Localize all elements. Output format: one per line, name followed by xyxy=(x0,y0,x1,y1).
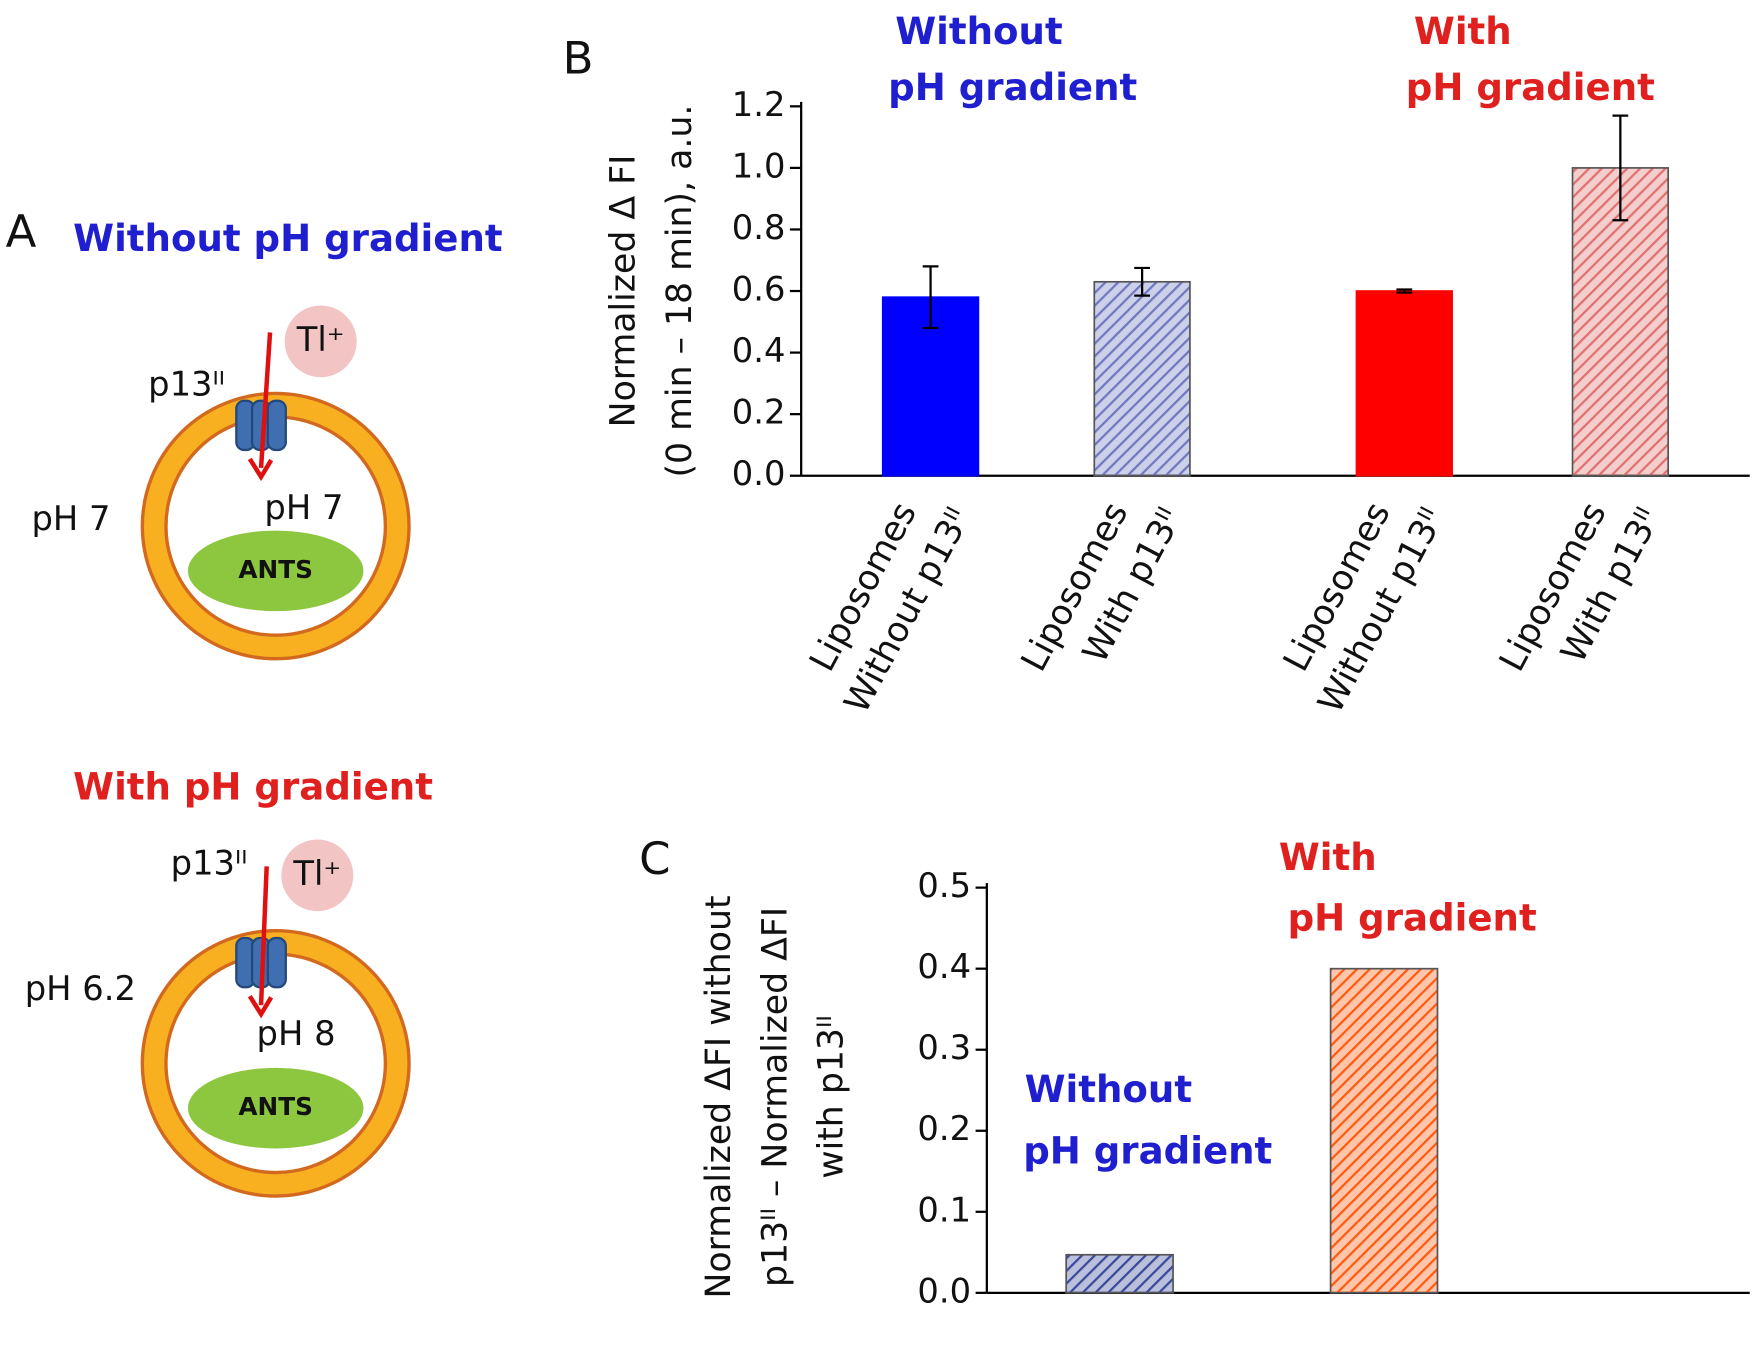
y-tick-label: 0.0 xyxy=(732,454,786,493)
outside-ph: pH 6.2 xyxy=(25,969,136,1008)
y-axis-label: p13ᴵᴵ – Normalized ΔFI xyxy=(755,907,795,1287)
y-tick-label: 0.5 xyxy=(917,866,971,905)
annotation: pH gradient xyxy=(1406,66,1655,109)
y-tick-label: 0.4 xyxy=(732,331,786,370)
y-tick-label: 0.1 xyxy=(917,1190,971,1229)
ion-label: Tl⁺ xyxy=(296,320,345,359)
y-axis-label: (0 min – 18 min), a.u. xyxy=(660,105,700,478)
annotation: Without xyxy=(895,10,1062,53)
bar xyxy=(1093,280,1191,477)
y-tick-label: 1.0 xyxy=(732,146,786,185)
error-bar xyxy=(1612,114,1629,222)
annotation: pH gradient xyxy=(888,66,1137,109)
channel-label: p13ᴵᴵ xyxy=(171,844,248,883)
dye xyxy=(187,1067,364,1149)
error-bar xyxy=(1134,266,1150,297)
inside-ph: pH 8 xyxy=(257,1014,336,1053)
dye-label: ANTS xyxy=(238,555,313,584)
annotation: With xyxy=(1414,10,1512,53)
ion-label: Tl⁺ xyxy=(292,854,341,893)
y-axis-label: Normalized Δ FI xyxy=(603,155,643,428)
inside-ph: pH 7 xyxy=(264,488,343,527)
arrow-head xyxy=(247,995,274,1019)
ion-bubble xyxy=(284,305,357,378)
y-tick-label: 0.2 xyxy=(917,1109,971,1148)
bar xyxy=(1355,290,1453,477)
y-tick-label: 0.3 xyxy=(917,1028,971,1067)
panel-label: C xyxy=(639,832,670,885)
diagram-title: Without pH gradient xyxy=(73,217,502,260)
y-tick-label: 0.6 xyxy=(732,270,786,309)
y-tick-label: 1.2 xyxy=(732,85,786,124)
arrow-head xyxy=(247,457,274,482)
outside-ph: pH 7 xyxy=(32,499,111,538)
y-tick-label: 0.2 xyxy=(732,393,786,432)
y-tick-label: 0.8 xyxy=(732,208,786,247)
channel xyxy=(266,936,287,989)
y-tick-label: 0.4 xyxy=(917,947,971,986)
annotation: pH gradient xyxy=(1023,1129,1272,1172)
panel-label: A xyxy=(6,205,37,258)
dye xyxy=(187,530,364,612)
ion-bubble xyxy=(281,839,354,912)
arrow xyxy=(258,866,269,1006)
diagram-title: With pH gradient xyxy=(73,766,433,809)
bar xyxy=(1065,1253,1174,1294)
channel-label: p13ᴵᴵ xyxy=(148,365,225,404)
y-tick-label: 0.0 xyxy=(917,1271,971,1310)
bar xyxy=(1329,967,1439,1294)
error-bar xyxy=(922,265,939,330)
channel xyxy=(266,399,287,452)
panel-label: B xyxy=(563,32,594,85)
error-bar xyxy=(1396,288,1413,294)
dye-label: ANTS xyxy=(238,1092,313,1121)
annotation: pH gradient xyxy=(1288,897,1537,940)
y-axis-label: Normalized ΔFI without xyxy=(699,895,739,1298)
y-axis-label: with p13ᴵᴵ xyxy=(812,1015,852,1179)
arrow xyxy=(258,332,273,469)
annotation: Without xyxy=(1025,1068,1192,1111)
annotation: With xyxy=(1279,836,1377,879)
